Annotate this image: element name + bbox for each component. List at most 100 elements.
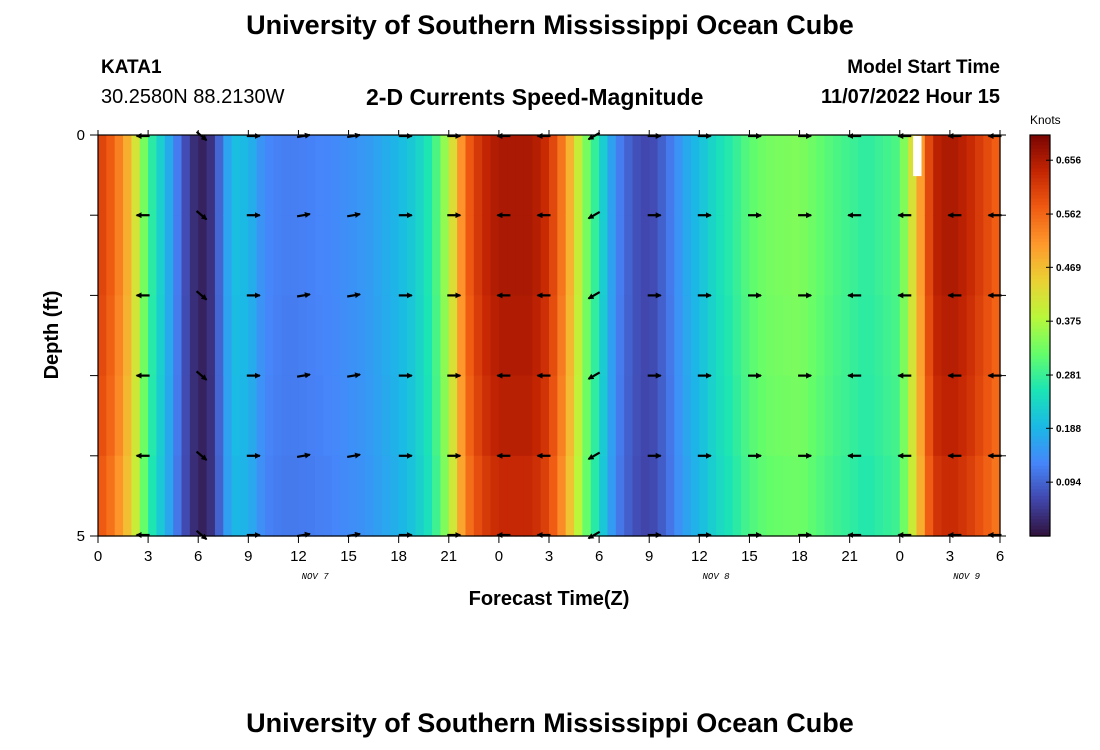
heatmap-cell [983,375,993,457]
colorbar-segment [1030,442,1050,447]
heatmap-cell [624,215,634,296]
heatmap-cell [766,375,776,457]
heatmap-cell [432,375,442,457]
heatmap-cell [615,455,625,537]
current-vectors [135,130,1002,541]
heatmap-cell [340,215,350,296]
colorbar-segment [1030,368,1050,373]
heatmap-cell [657,135,667,216]
colorbar-segment [1030,502,1050,507]
colorbar-segment [1030,292,1050,296]
x-tick-label: 21 [440,548,457,565]
heatmap-cell [256,455,266,537]
heatmap-cell [732,455,742,537]
heatmap-cell [490,295,500,377]
heatmap-cell [582,295,592,377]
heatmap-cell [682,375,692,457]
station-coordinates: 30.2580N 88.2130W [101,86,285,108]
heatmap-cell [607,375,617,457]
heatmap-cell [866,215,876,296]
colorbar-segment [1030,215,1050,220]
heatmap-cell [908,375,918,457]
heatmap-cell [707,135,717,216]
heatmap-cell [348,375,358,457]
heatmap-cell [766,295,776,377]
heatmap-cell [858,135,867,216]
heatmap-cell [198,375,208,457]
heatmap-cell [189,135,199,216]
heatmap-cell [958,215,968,296]
heatmap-cell [749,375,759,457]
heatmap-cell [766,455,776,537]
heatmap-cell [849,455,859,537]
heatmap-cell [423,295,433,377]
heatmap-cell [690,375,700,457]
heatmap-cell [657,295,667,377]
current-arrow [195,370,208,381]
heatmap-cell [858,455,867,537]
heatmap-cell [123,455,133,537]
colorbar-segment [1030,385,1050,390]
heatmap-cell [256,135,266,216]
heatmap-cell [924,375,934,457]
heatmap-cell [590,135,600,216]
heatmap-cell [874,455,884,537]
heatmap-cell [331,215,341,296]
heatmap-cell [665,135,675,216]
x-day-label: NOV 9 [953,572,981,582]
heatmap-cell [933,455,943,537]
heatmap-cell [298,215,308,296]
heatmap-cell [306,215,316,296]
heatmap-cell [824,455,834,537]
heatmap-cell [373,375,383,457]
heatmap-cell [916,215,926,296]
heatmap-cell [231,135,241,216]
colorbar-segment [1030,178,1050,183]
heatmap-cell [682,295,692,377]
heatmap-cell [448,215,458,296]
heatmap-cell [498,135,508,216]
heatmap-cell [432,455,442,537]
heatmap-cell [958,375,968,457]
heatmap-cell [206,375,216,457]
heatmap-cell [916,375,926,457]
heatmap-cell [874,215,884,296]
heatmap-cell [457,295,467,377]
heatmap-cell [966,135,976,216]
heatmap-cell [540,455,550,537]
current-arrow [296,452,311,459]
heatmap-cell [265,215,274,296]
colorbar: 0.656 0.562 0.469 0.375 0.281 0.188 0.094 [1029,134,1081,537]
colorbar-segment [1030,429,1050,434]
colorbar-segment [1030,245,1050,250]
heatmap-cell [824,295,834,377]
heatmap-cell [841,135,851,216]
heatmap-cell [682,215,692,296]
colorbar-segment [1030,198,1050,203]
heatmap-cell [933,215,943,296]
colorbar-segment [1030,532,1050,537]
colorbar-segment [1030,459,1050,464]
heatmap-cell [323,375,333,457]
heatmap-cell [707,375,717,457]
heatmap-cell [373,135,383,216]
heatmap-cell [148,295,158,377]
colorbar-segment [1030,135,1050,139]
heatmap-cell [966,375,976,457]
heatmap-cell [774,215,784,296]
heatmap-cell [866,455,876,537]
colorbar-segment [1030,272,1050,276]
heatmap-cell [582,455,592,537]
colorbar-segment [1030,315,1050,320]
heatmap-cell [131,455,141,537]
heatmap-cell [448,375,458,457]
heatmap-cell [473,215,483,296]
colorbar-segment [1030,298,1050,303]
heatmap-cell [574,375,584,457]
heatmap-cell [574,455,584,537]
heatmap-cell [231,375,241,457]
heatmap-cell [916,295,926,377]
heatmap-cell [507,375,517,457]
heatmap-cell [131,375,141,457]
heatmap-cell [807,455,817,537]
